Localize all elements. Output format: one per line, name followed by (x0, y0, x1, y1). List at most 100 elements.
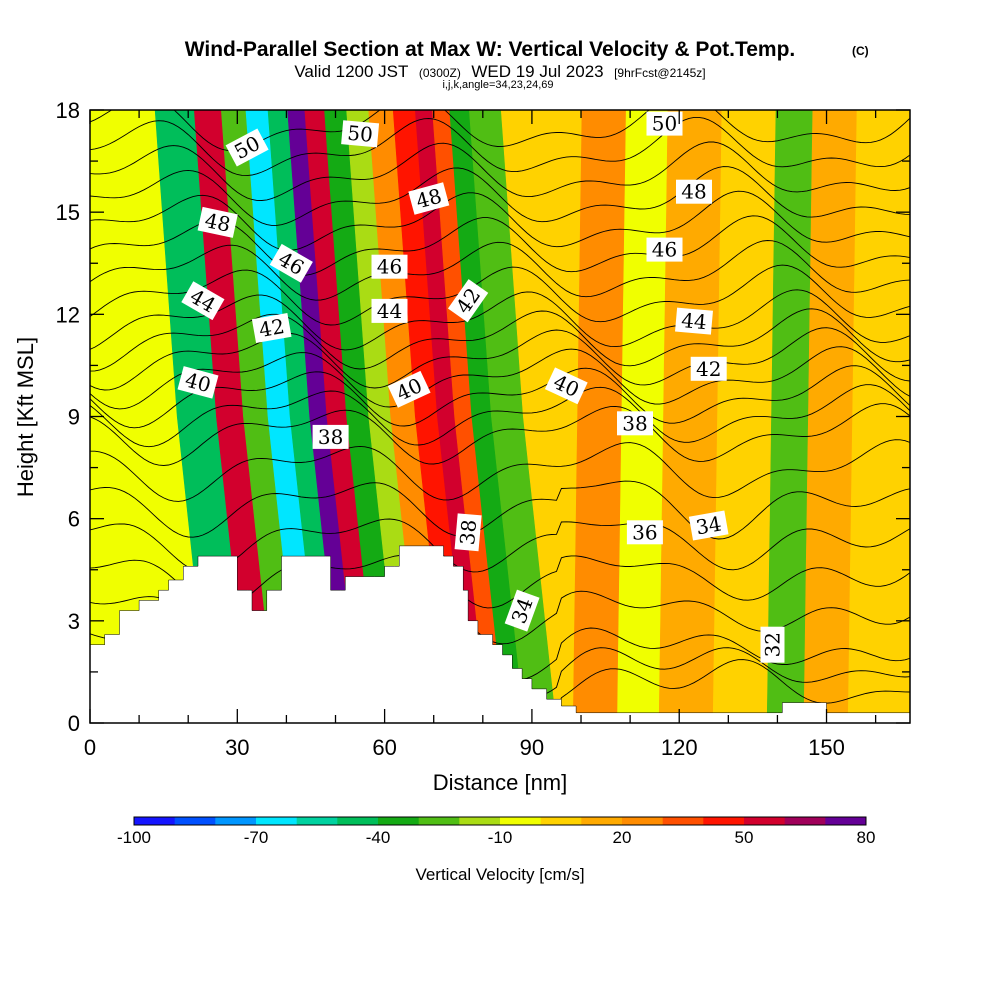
svg-text:32: 32 (761, 632, 785, 657)
svg-text:36: 36 (632, 520, 657, 544)
y-tick-label: 12 (56, 302, 80, 327)
section-indices: i,j,k,angle=34,23,24,69 (442, 79, 553, 91)
x-tick-label: 120 (661, 735, 698, 760)
colorbar-swatch (825, 817, 867, 825)
svg-text:38: 38 (622, 411, 647, 435)
x-tick-label: 60 (372, 735, 396, 760)
subtitle-utc-time: (0300Z) (419, 66, 461, 80)
colorbar-tick-label: -70 (244, 828, 269, 847)
contour-label: 48 (676, 179, 712, 204)
chart-subtitle: Valid 1200 JST (0300Z) WED 19 Jul 2023 [… (294, 62, 705, 81)
colorbar-swatch (256, 817, 298, 825)
theta-contour-line (90, 327, 910, 391)
colorbar (133, 816, 867, 826)
contour-label: 46 (371, 254, 408, 279)
colorbar-swatch (337, 817, 379, 825)
colorbar-tick-label: -40 (366, 828, 391, 847)
contour-label: 48 (197, 206, 238, 238)
theta-contour-line (90, 384, 910, 448)
theta-contour-line (90, 190, 910, 251)
y-tick-label: 0 (68, 711, 80, 736)
colorbar-swatch (174, 817, 216, 825)
x-tick-label: 30 (225, 735, 249, 760)
copyright-mark: (C) (852, 44, 869, 58)
svg-text:46: 46 (652, 238, 677, 262)
axis-ticks (89, 109, 910, 724)
chart-title: Wind-Parallel Section at Max W: Vertical… (185, 38, 796, 61)
svg-text:44: 44 (377, 299, 402, 323)
theta-contour-line (90, 308, 910, 372)
colorbar-swatch (540, 817, 582, 825)
y-tick-label: 3 (68, 609, 80, 634)
theta-contour-line (90, 166, 910, 226)
contour-label: 38 (454, 513, 482, 552)
contour-label: 50 (341, 120, 380, 148)
colorbar-tick-label: -10 (488, 828, 513, 847)
colorbar-swatch (784, 817, 826, 825)
contour-label: 32 (760, 626, 785, 663)
x-tick-label: 150 (808, 735, 845, 760)
svg-text:42: 42 (696, 357, 721, 381)
colorbar-tick-labels: -100 -70 -40 -10 20 50 80 (117, 828, 875, 847)
colorbar-swatch (622, 817, 664, 825)
y-axis-label: Height [Kft MSL] (13, 337, 38, 497)
colorbar-label: Vertical Velocity [cm/s] (415, 865, 584, 884)
contour-label: 40 (177, 366, 219, 399)
colorbar-swatch (500, 817, 542, 825)
contour-label: 44 (675, 307, 713, 335)
contour-label: 38 (312, 424, 349, 449)
contour-label: 44 (371, 298, 408, 323)
contour-label: 46 (646, 237, 683, 262)
contour-label: 50 (646, 111, 683, 136)
subtitle-date: WED 19 Jul 2023 (471, 62, 603, 81)
x-axis-label: Distance [nm] (433, 770, 568, 795)
theta-contour-line (90, 141, 910, 201)
theta-contour-line (90, 264, 910, 326)
theta-contour-line (90, 116, 910, 177)
contour-label: 42 (251, 313, 292, 343)
x-tick-label: 0 (84, 735, 96, 760)
colorbar-swatch (459, 817, 501, 825)
colorbar-swatch (662, 817, 704, 825)
theta-contour-line (90, 439, 910, 502)
velocity-band (847, 110, 910, 723)
theta-contours (90, 110, 910, 715)
x-tick-labels: 0 30 60 90 120 150 (84, 735, 845, 760)
colorbar-swatch (215, 817, 257, 825)
svg-text:38: 38 (455, 519, 481, 546)
y-tick-label: 9 (68, 405, 80, 430)
subtitle-forecast: [9hrFcst@2145z] (614, 66, 706, 80)
theta-contour-line (90, 480, 910, 540)
colorbar-tick-label: 50 (735, 828, 754, 847)
theta-contour-line (90, 346, 910, 410)
colorbar-swatch (134, 817, 176, 825)
theta-contour-line (90, 289, 910, 351)
colorbar-swatch (378, 817, 420, 825)
svg-text:34: 34 (694, 511, 723, 539)
y-tick-labels: 0 3 6 9 12 15 18 (56, 98, 80, 736)
svg-text:48: 48 (681, 180, 706, 204)
svg-text:46: 46 (377, 255, 402, 279)
theta-contour-line (90, 403, 910, 466)
colorbar-swatch (296, 817, 338, 825)
y-tick-label: 18 (56, 98, 80, 123)
theta-contour-line (90, 110, 910, 152)
colorbar-tick-label: 80 (857, 828, 876, 847)
colorbar-swatch (744, 817, 786, 825)
contour-label: 42 (690, 356, 727, 381)
contour-label: 34 (688, 510, 729, 541)
y-tick-label: 6 (68, 507, 80, 532)
svg-text:50: 50 (652, 112, 677, 136)
y-tick-label: 15 (56, 200, 80, 225)
terrain (90, 545, 910, 723)
velocity-band (803, 110, 858, 723)
colorbar-swatch (418, 817, 460, 825)
contour-label: 36 (626, 520, 663, 545)
contour-label: 40 (544, 367, 588, 405)
svg-text:48: 48 (203, 208, 233, 237)
svg-text:50: 50 (346, 121, 373, 147)
colorbar-tick-label: 20 (613, 828, 632, 847)
